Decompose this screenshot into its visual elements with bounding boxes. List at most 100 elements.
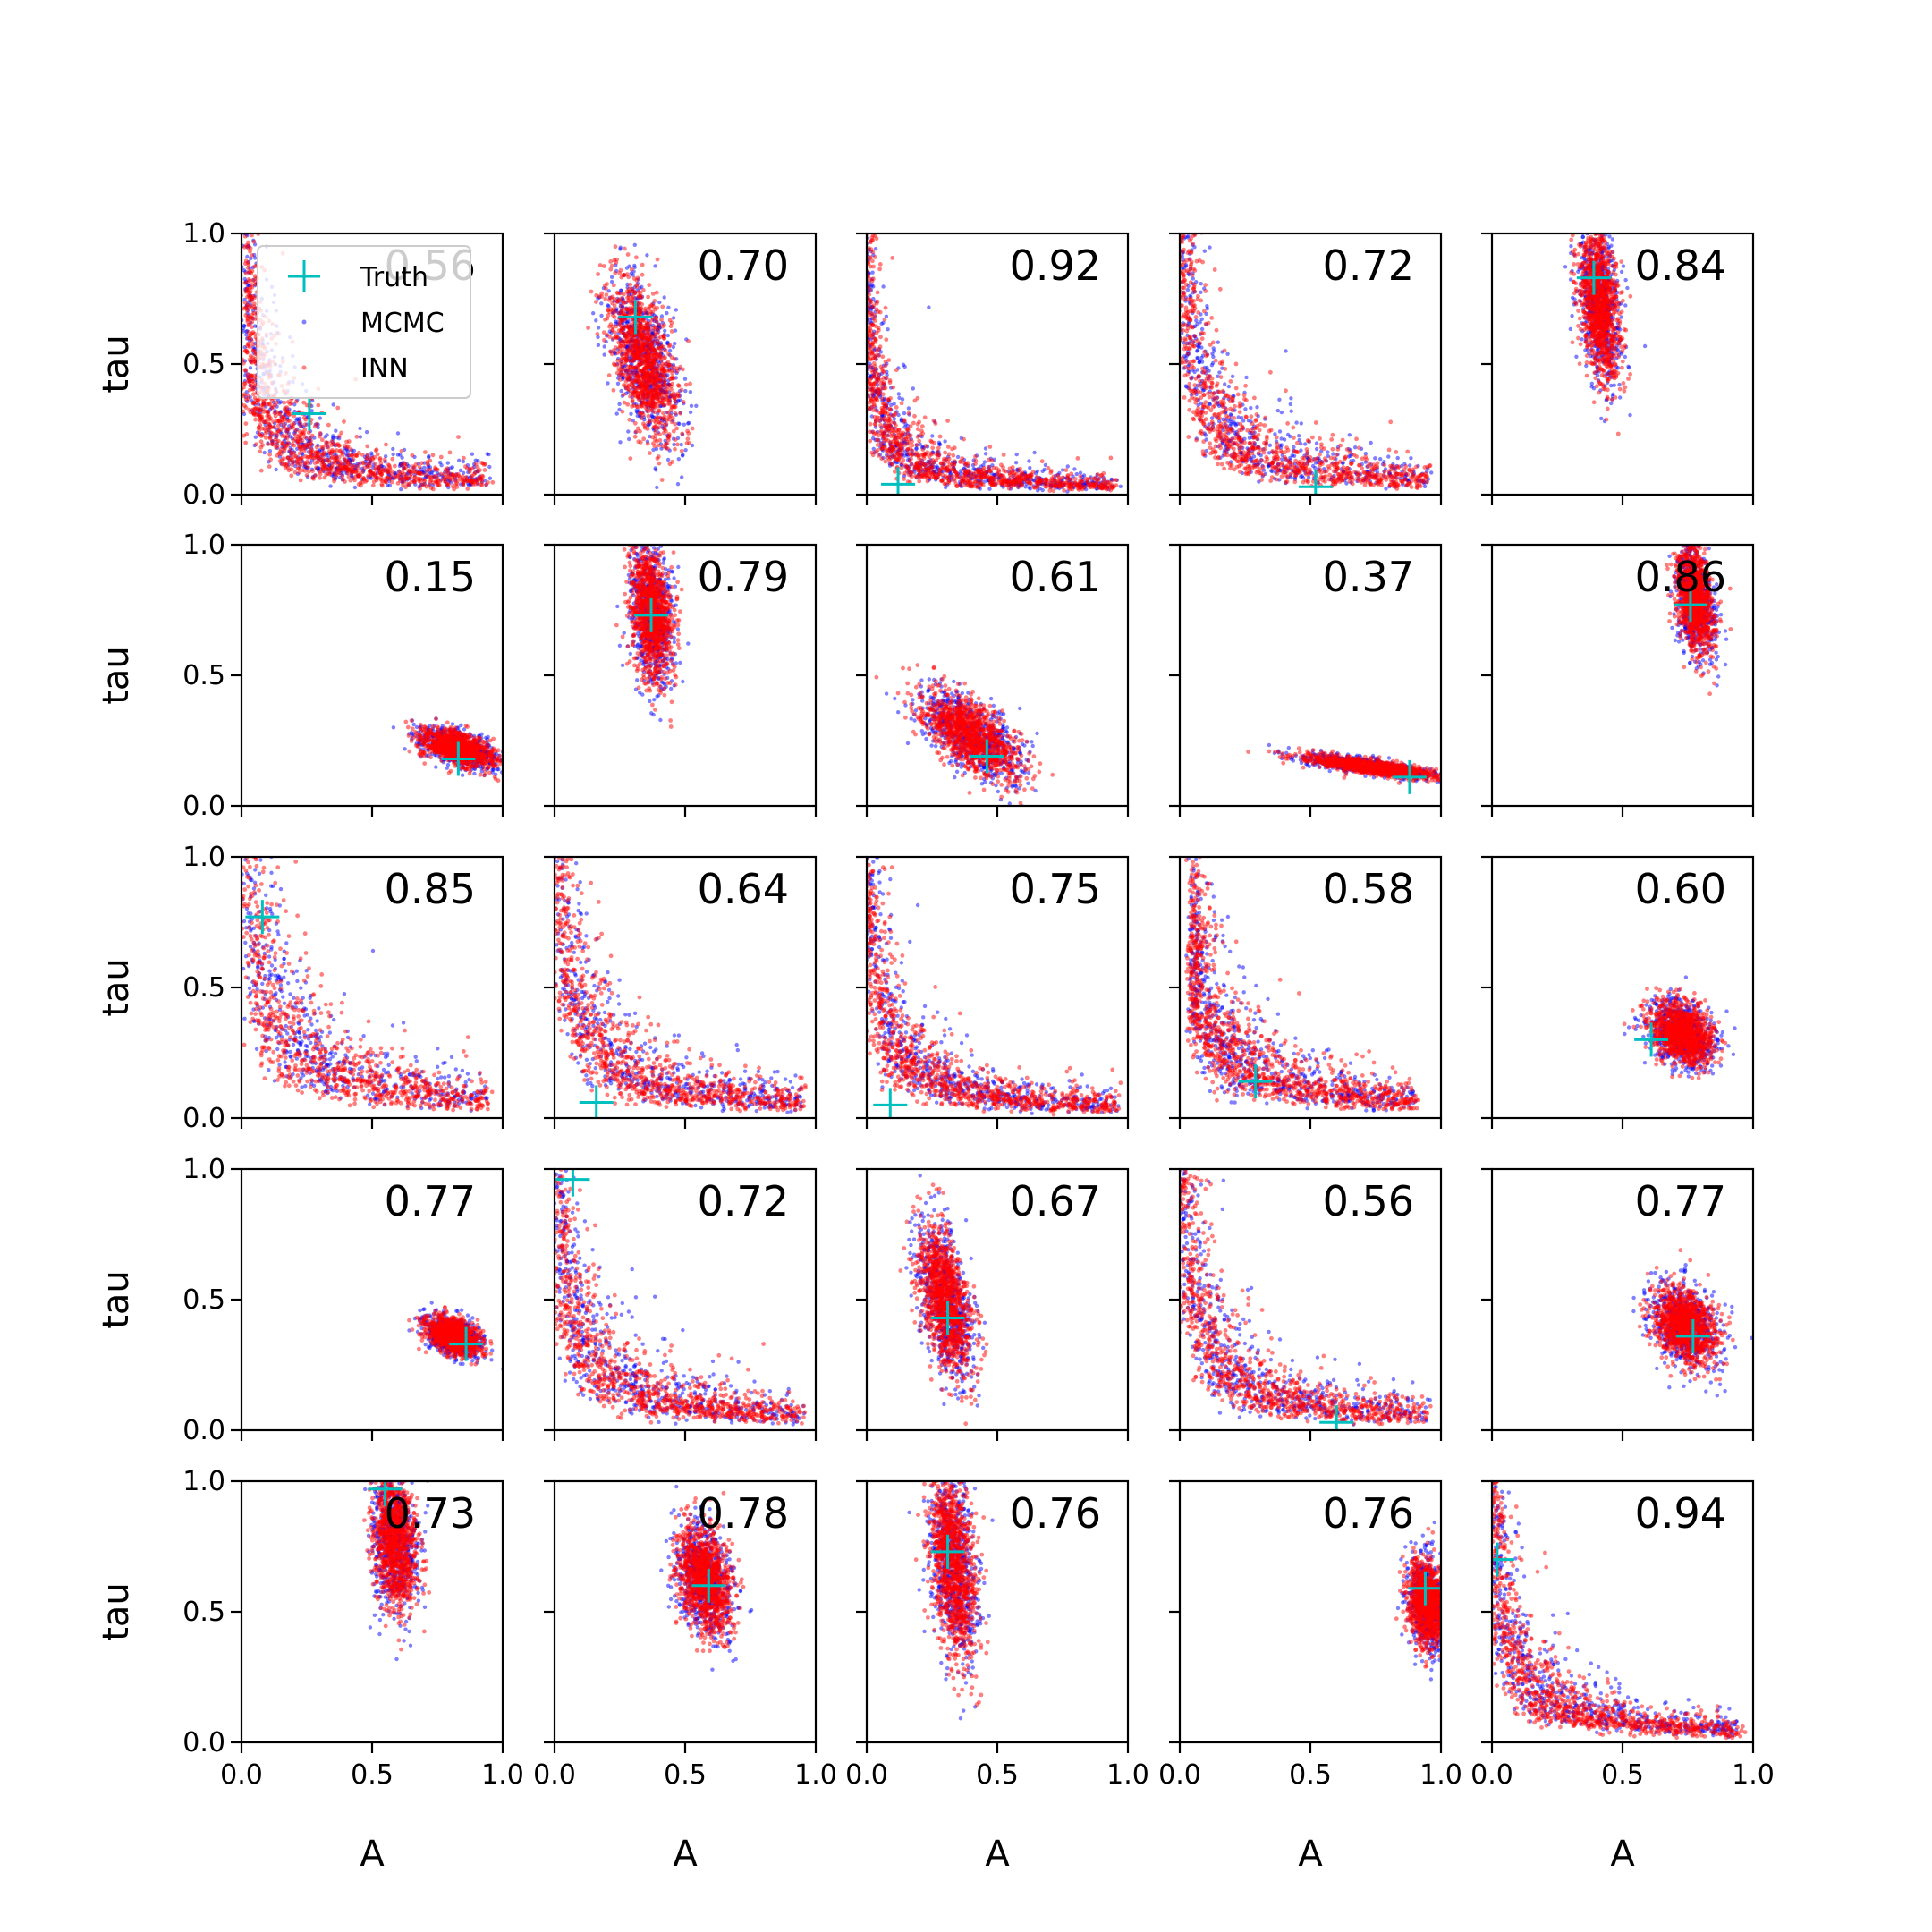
inn-point [463,464,468,469]
inn-point [646,333,650,337]
inn-point [863,211,868,216]
inn-point [476,480,480,485]
inn-point [653,330,657,335]
inn-point [243,349,248,353]
mcmc-point [242,208,246,211]
inn-point [1064,468,1069,472]
inn-point [310,434,315,438]
inn-point [594,300,598,304]
mcmc-point [253,146,257,149]
inn-point [357,467,361,471]
inn-point [867,226,871,231]
mcmc-point [439,463,443,467]
inn-point [688,382,692,386]
mcmc-point [681,453,684,457]
inn-point [866,63,870,67]
mcmc-point [860,325,864,328]
inn-point [633,421,638,426]
inn-point [393,464,397,469]
inn-point [429,476,434,480]
mcmc-point [676,482,680,486]
mcmc-point [328,484,332,487]
mcmc-point [590,199,594,202]
inn-point [288,402,292,406]
inn-point [869,146,874,150]
inn-point [448,477,453,481]
inn-point [250,214,254,218]
inn-point [470,476,474,480]
inn-point [265,419,269,424]
inn-point [655,386,659,390]
mcmc-point [263,451,267,454]
mcmc-point [486,452,489,455]
inn-point [613,315,617,319]
inn-point [674,437,678,442]
inn-point [619,360,623,365]
inn-point [1079,474,1083,479]
mcmc-point [369,452,373,455]
inn-point [261,408,266,412]
inn-point [343,465,348,470]
mcmc-point [331,434,335,437]
inn-point [242,195,246,199]
inn-point [318,472,323,477]
mcmc-point [683,377,687,381]
inn-point [242,132,246,137]
inn-point [250,295,254,300]
inn-point [623,247,627,251]
inn-point [247,145,251,149]
inn-point [605,292,609,297]
inn-point [622,393,626,397]
inn-point [669,324,674,328]
inn-point [630,391,634,395]
inn-point [319,445,324,449]
inn-point [658,353,663,358]
inn-point [987,445,992,449]
inn-point [637,375,641,379]
inn-point [242,17,247,21]
inn-point [619,268,623,273]
inn-point [884,386,888,390]
inn-point [860,315,865,319]
mcmc-point [599,301,603,305]
mcmc-point [632,264,636,267]
inn-point [864,84,869,89]
inn-point [636,394,640,398]
mcmc-point [874,247,877,250]
mcmc-point [860,303,863,307]
inn-point [861,346,866,351]
inn-point [242,403,247,408]
inn-point [860,343,865,348]
inn-point [313,473,318,478]
inn-point [337,466,342,470]
inn-point [379,476,384,480]
inn-point [652,299,657,303]
inn-point [321,460,326,464]
inn-point [428,479,432,484]
mcmc-point [943,439,946,443]
inn-point [314,465,318,470]
inn-point [458,475,462,479]
inn-point [383,458,387,462]
mcmc-point [251,183,255,187]
inn-point [439,455,444,460]
inn-point [352,457,356,462]
inn-point [599,294,604,299]
inn-point [635,379,640,384]
inn-point [680,388,684,393]
mcmc-point [1072,467,1076,470]
inn-point [243,234,248,239]
inn-point [943,451,947,455]
mcmc-point [861,250,865,253]
inn-point [483,468,487,472]
mcmc-point [868,159,871,163]
mcmc-point [863,78,867,81]
inn-point [632,341,637,345]
inn-point [245,157,250,162]
inn-point [871,265,876,269]
inn-point [250,212,255,216]
inn-point [613,303,617,308]
inn-point [622,301,626,305]
panel-1: 0.00.51.00.56tauTruthMCMCINN [96,0,503,511]
